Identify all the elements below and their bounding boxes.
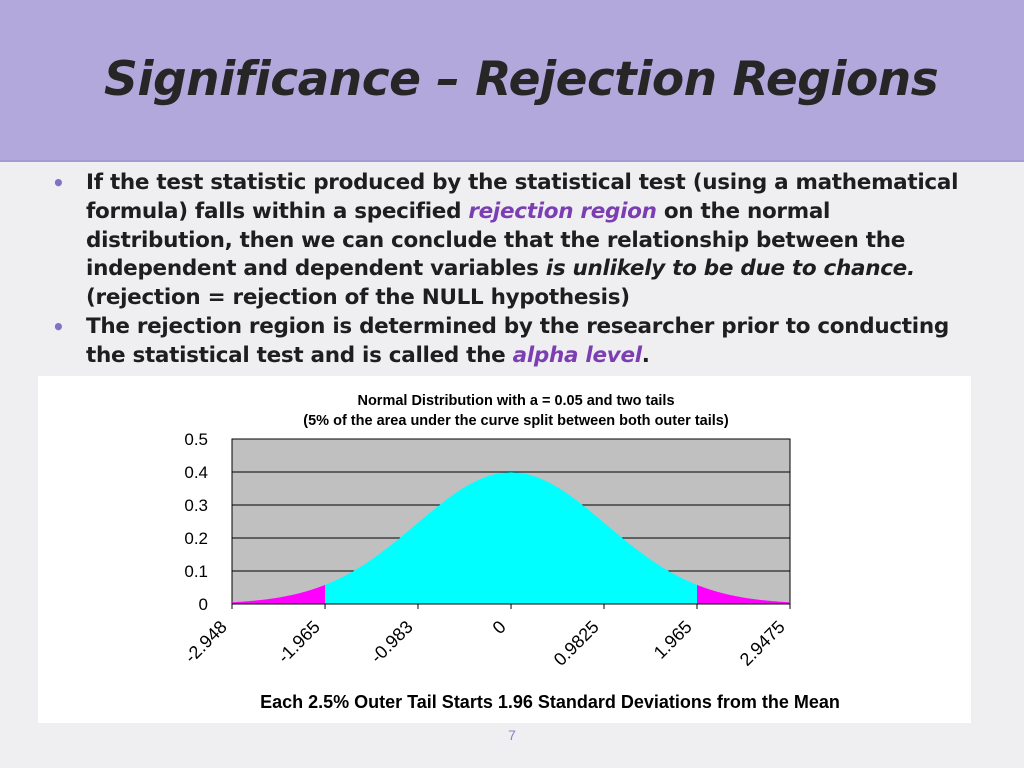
x-tick-label: 0 — [489, 617, 510, 638]
alpha-level-highlight: alpha level — [512, 342, 642, 368]
x-tick-label: 2.9475 — [736, 617, 789, 670]
y-tick-label: 0.5 — [184, 430, 208, 449]
rejection-region-highlight: rejection region — [468, 198, 657, 224]
normal-distribution-chart: Normal Distribution with a = 0.05 and tw… — [38, 376, 971, 723]
chart-footer-label: Each 2.5% Outer Tail Starts 1.96 Standar… — [260, 692, 840, 712]
bullet-item-1: • If the test statistic produced by the … — [52, 169, 982, 313]
y-tick-label: 0.1 — [184, 562, 208, 581]
slide-content: • If the test statistic produced by the … — [52, 169, 982, 371]
x-tick-label: -2.948 — [181, 617, 231, 667]
bullet1-text-part1: If the test statistic produced by the st… — [86, 170, 959, 224]
y-tick-label: 0.2 — [184, 529, 208, 548]
bullet-marker: • — [52, 171, 65, 195]
x-tick-label: -0.983 — [367, 617, 417, 667]
chart-subtitle: (5% of the area under the curve split be… — [303, 413, 729, 429]
bullet1-text-part2: on the normal distribution, then we can … — [86, 198, 905, 282]
center-region-area — [325, 472, 697, 604]
y-tick-label: 0.3 — [184, 496, 208, 515]
y-axis-ticks: 0.5 0.4 0.3 0.2 0.1 0 — [184, 430, 208, 614]
slide-title: Significance – Rejection Regions — [104, 52, 939, 107]
unlikely-chance-italic: is unlikely to be due to chance. — [545, 256, 915, 282]
bullet-marker: • — [52, 314, 65, 339]
bullet2-text-part2: . — [641, 342, 650, 368]
bullet-item-2: • The rejection region is determined by … — [52, 313, 982, 371]
page-number: 7 — [508, 727, 516, 743]
bullet2-text-part1: The rejection region is determined by th… — [86, 313, 949, 368]
bullet1-text-part3: (rejection = rejection of the NULL hypot… — [86, 285, 630, 311]
x-tick-label: 1.965 — [650, 617, 696, 663]
chart-svg: Normal Distribution with a = 0.05 and tw… — [181, 393, 840, 712]
x-tick-label: -1.965 — [274, 617, 324, 667]
left-tail-area — [232, 584, 325, 604]
x-axis-ticks: -2.948 -1.965 -0.983 0 0.9825 1.965 2.9475 — [181, 604, 791, 670]
y-tick-label: 0 — [199, 595, 208, 614]
x-tick-label: 0.9825 — [550, 617, 603, 670]
y-tick-label: 0.4 — [184, 463, 208, 482]
title-banner — [0, 0, 1024, 162]
chart-title: Normal Distribution with a = 0.05 and tw… — [357, 393, 674, 409]
right-tail-area — [697, 584, 790, 604]
